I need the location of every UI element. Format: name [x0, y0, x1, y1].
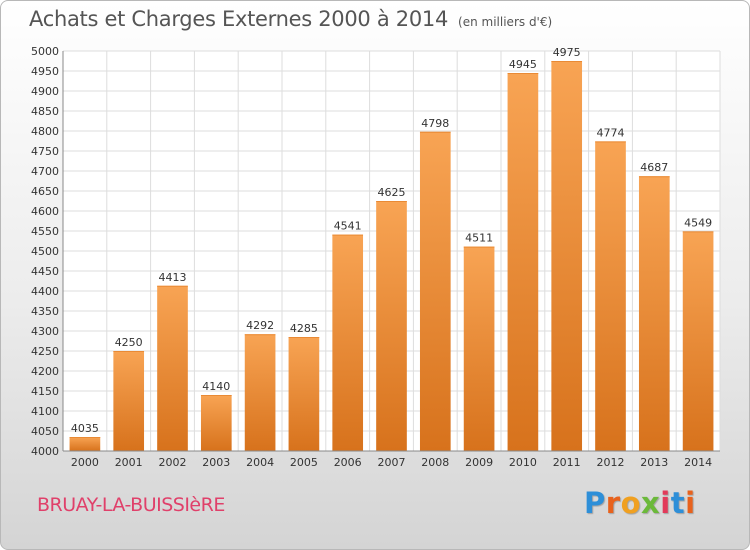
brand-logo: Proxiti — [584, 486, 696, 520]
y-tick-label: 4800 — [31, 125, 59, 138]
brand-letter: r — [605, 486, 621, 520]
bar — [113, 351, 145, 451]
y-tick-label: 4500 — [31, 245, 59, 258]
x-tick-label: 2002 — [159, 456, 187, 469]
brand-letter: i — [660, 486, 671, 520]
chart-title: Achats et Charges Externes 2000 à 2014 (e… — [29, 7, 552, 31]
y-tick-label: 4050 — [31, 425, 59, 438]
data-label: 4945 — [509, 58, 537, 71]
title-text: Achats et Charges Externes 2000 à 2014 — [29, 7, 449, 31]
bar — [244, 334, 276, 451]
x-tick-label: 2011 — [553, 456, 581, 469]
bar — [157, 285, 188, 451]
bar — [288, 337, 320, 451]
brand-letter: t — [670, 486, 686, 520]
y-tick-label: 4300 — [31, 325, 59, 338]
bar — [463, 246, 495, 451]
bar — [200, 395, 232, 451]
data-label: 4625 — [378, 186, 406, 199]
y-tick-label: 4550 — [31, 225, 59, 238]
town-name: BRUAY-LA-BUISSIèRE — [37, 494, 225, 516]
data-label: 4549 — [684, 216, 712, 229]
x-tick-label: 2008 — [421, 456, 449, 469]
data-label: 4035 — [71, 422, 99, 435]
y-tick-label: 4150 — [31, 385, 59, 398]
bar — [551, 61, 583, 451]
x-tick-label: 2012 — [597, 456, 625, 469]
x-tick-label: 2007 — [378, 456, 406, 469]
y-tick-label: 4600 — [31, 205, 59, 218]
x-tick-label: 2009 — [465, 456, 493, 469]
x-tick-label: 2000 — [71, 456, 99, 469]
y-tick-label: 4100 — [31, 405, 59, 418]
data-label: 4140 — [202, 380, 230, 393]
bar — [507, 73, 539, 451]
x-tick-label: 2003 — [202, 456, 230, 469]
y-tick-label: 4000 — [31, 445, 59, 458]
bar — [638, 176, 670, 451]
brand-letter: x — [641, 486, 661, 520]
x-tick-label: 2014 — [684, 456, 712, 469]
y-tick-label: 4400 — [31, 285, 59, 298]
data-label: 4292 — [246, 319, 274, 332]
data-label: 4687 — [640, 161, 668, 174]
x-tick-label: 2010 — [509, 456, 537, 469]
x-tick-label: 2013 — [640, 456, 668, 469]
y-tick-label: 4950 — [31, 65, 59, 78]
brand-letter: o — [620, 486, 642, 520]
y-tick-label: 4850 — [31, 105, 59, 118]
brand-letter: P — [584, 486, 606, 520]
x-tick-label: 2004 — [246, 456, 274, 469]
x-tick-label: 2006 — [334, 456, 362, 469]
data-label: 4250 — [115, 336, 143, 349]
y-tick-label: 4650 — [31, 185, 59, 198]
bar — [419, 131, 451, 452]
y-tick-label: 4250 — [31, 345, 59, 358]
y-tick-label: 5000 — [31, 45, 59, 58]
bar — [69, 437, 101, 451]
bar — [332, 234, 364, 451]
data-label: 4511 — [465, 232, 493, 245]
data-label: 4798 — [421, 117, 449, 130]
data-label: 4541 — [334, 220, 362, 233]
title-unit: (en milliers d'€) — [458, 15, 553, 29]
bar — [376, 201, 407, 451]
bar — [595, 141, 626, 451]
y-tick-label: 4700 — [31, 165, 59, 178]
data-label: 4774 — [597, 126, 625, 139]
data-label: 4285 — [290, 322, 318, 335]
data-label: 4413 — [159, 271, 187, 284]
bar — [682, 231, 714, 451]
y-tick-label: 4450 — [31, 265, 59, 278]
y-tick-label: 4750 — [31, 145, 59, 158]
brand-letter: i — [685, 486, 696, 520]
x-tick-label: 2001 — [115, 456, 143, 469]
data-label: 4975 — [553, 46, 581, 59]
y-tick-label: 4200 — [31, 365, 59, 378]
x-tick-label: 2005 — [290, 456, 318, 469]
y-tick-label: 4900 — [31, 85, 59, 98]
y-tick-label: 4350 — [31, 305, 59, 318]
